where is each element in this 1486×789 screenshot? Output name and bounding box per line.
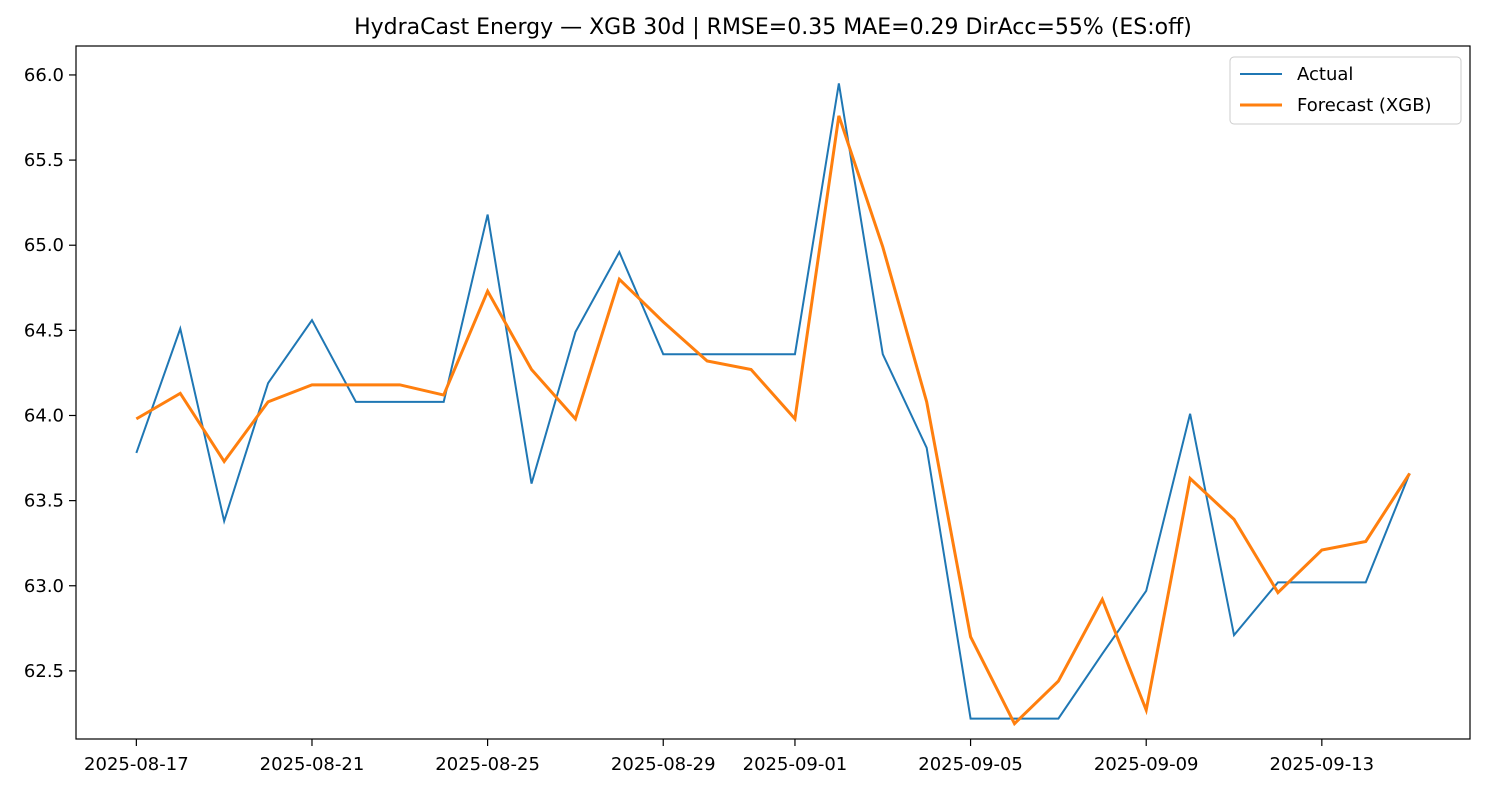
x-tick-label: 2025-09-05 bbox=[918, 754, 1023, 775]
chart-title: HydraCast Energy — XGB 30d | RMSE=0.35 M… bbox=[354, 15, 1192, 40]
y-tick-label: 64.5 bbox=[24, 320, 64, 341]
x-tick-label: 2025-08-25 bbox=[435, 754, 540, 775]
series-group bbox=[135, 83, 1411, 727]
x-tick-label: 2025-08-17 bbox=[84, 754, 189, 775]
y-tick-label: 66.0 bbox=[24, 65, 64, 86]
y-tick-label: 65.5 bbox=[24, 150, 64, 171]
axes: 62.5 63.0 63.5 64.0 64.5 65.0 65.5 66.0 2025-08-… bbox=[24, 65, 1374, 775]
y-tick-label: 62.5 bbox=[24, 661, 64, 682]
x-tick-label: 2025-08-29 bbox=[611, 754, 716, 775]
y-tick-label: 65.0 bbox=[24, 235, 64, 256]
legend-box bbox=[1229, 56, 1462, 125]
x-tick-label: 2025-09-13 bbox=[1270, 754, 1375, 775]
x-tick-label: 2025-09-09 bbox=[1094, 754, 1199, 775]
y-tick-label: 64.0 bbox=[24, 405, 64, 426]
plot-frame bbox=[75, 45, 1471, 740]
y-tick-label: 63.0 bbox=[24, 576, 64, 597]
series-line-actual bbox=[135, 83, 1411, 720]
x-tick-label: 2025-09-01 bbox=[743, 754, 848, 775]
legend-label: Actual bbox=[1297, 64, 1353, 85]
legend: Actual Forecast (XGB) bbox=[1229, 56, 1462, 125]
y-tick-label: 63.5 bbox=[24, 491, 64, 512]
series-line-forecast-xgb bbox=[135, 115, 1411, 727]
legend-label: Forecast (XGB) bbox=[1297, 95, 1432, 116]
x-tick-label: 2025-08-21 bbox=[260, 754, 365, 775]
